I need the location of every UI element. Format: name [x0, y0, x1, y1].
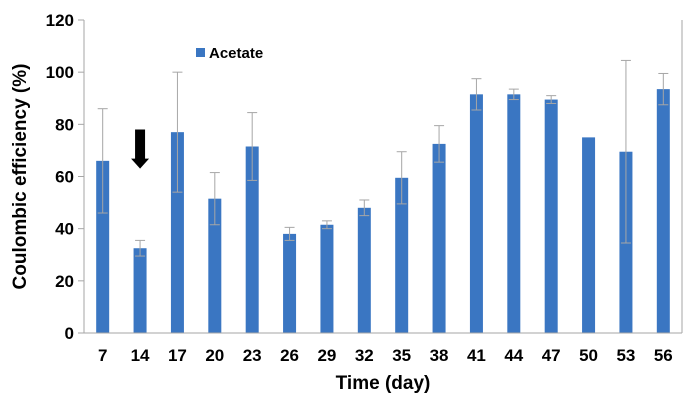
bar-47	[544, 99, 558, 333]
bar-7	[96, 160, 110, 333]
x-tick-label: 23	[243, 346, 262, 365]
y-axis-ticks: 0 20 40 60 80 100 120	[46, 11, 84, 343]
bar-20	[208, 198, 222, 333]
bar-29	[320, 224, 334, 333]
bar-38	[432, 143, 446, 333]
legend-swatch-acetate	[196, 48, 205, 57]
y-axis-title: Coulombic efficiency (%)	[10, 64, 31, 290]
x-tick-label: 26	[280, 346, 299, 365]
y-tick-label: 100	[46, 63, 74, 82]
legend: Acetate	[196, 45, 263, 62]
x-tick-label: 41	[467, 346, 486, 365]
x-tick-label: 14	[131, 346, 150, 365]
x-tick-label: 47	[542, 346, 561, 365]
legend-label-acetate: Acetate	[209, 45, 263, 62]
bar-56	[656, 89, 670, 333]
error-bars-group	[97, 59, 669, 257]
x-tick-label: 44	[504, 346, 523, 365]
x-tick-label: 17	[168, 346, 187, 365]
bar-44	[507, 94, 521, 334]
bar-41	[469, 94, 483, 334]
y-tick-label: 60	[55, 168, 74, 187]
y-tick-label: 20	[55, 272, 74, 291]
bar-14	[133, 248, 147, 333]
bar-23	[245, 146, 259, 333]
x-tick-label: 50	[579, 346, 598, 365]
bars-group	[96, 89, 670, 334]
x-tick-label: 35	[392, 346, 411, 365]
x-axis-title: Time (day)	[336, 373, 431, 394]
bar-32	[357, 207, 371, 333]
x-tick-label: 29	[317, 346, 336, 365]
y-tick-label: 40	[55, 220, 74, 239]
y-tick-label: 80	[55, 115, 74, 134]
down-arrow-icon	[131, 129, 150, 169]
x-tick-label: 7	[98, 346, 107, 365]
x-tick-label: 53	[616, 346, 635, 365]
x-tick-label: 38	[430, 346, 449, 365]
y-tick-label: 120	[46, 11, 74, 30]
x-axis-ticks: 7 14 17 20 23 26 29 32 35 38 41 44 47 50 53 56	[98, 346, 673, 365]
x-tick-label: 56	[654, 346, 673, 365]
y-tick-label: 0	[65, 324, 74, 343]
annotations-group	[131, 129, 150, 169]
bar-17	[170, 132, 184, 333]
axes-group	[83, 20, 683, 334]
bar-50	[582, 137, 596, 333]
bar-35	[395, 177, 409, 333]
bar-26	[283, 233, 297, 333]
x-tick-label: 32	[355, 346, 374, 365]
x-tick-label: 20	[205, 346, 224, 365]
